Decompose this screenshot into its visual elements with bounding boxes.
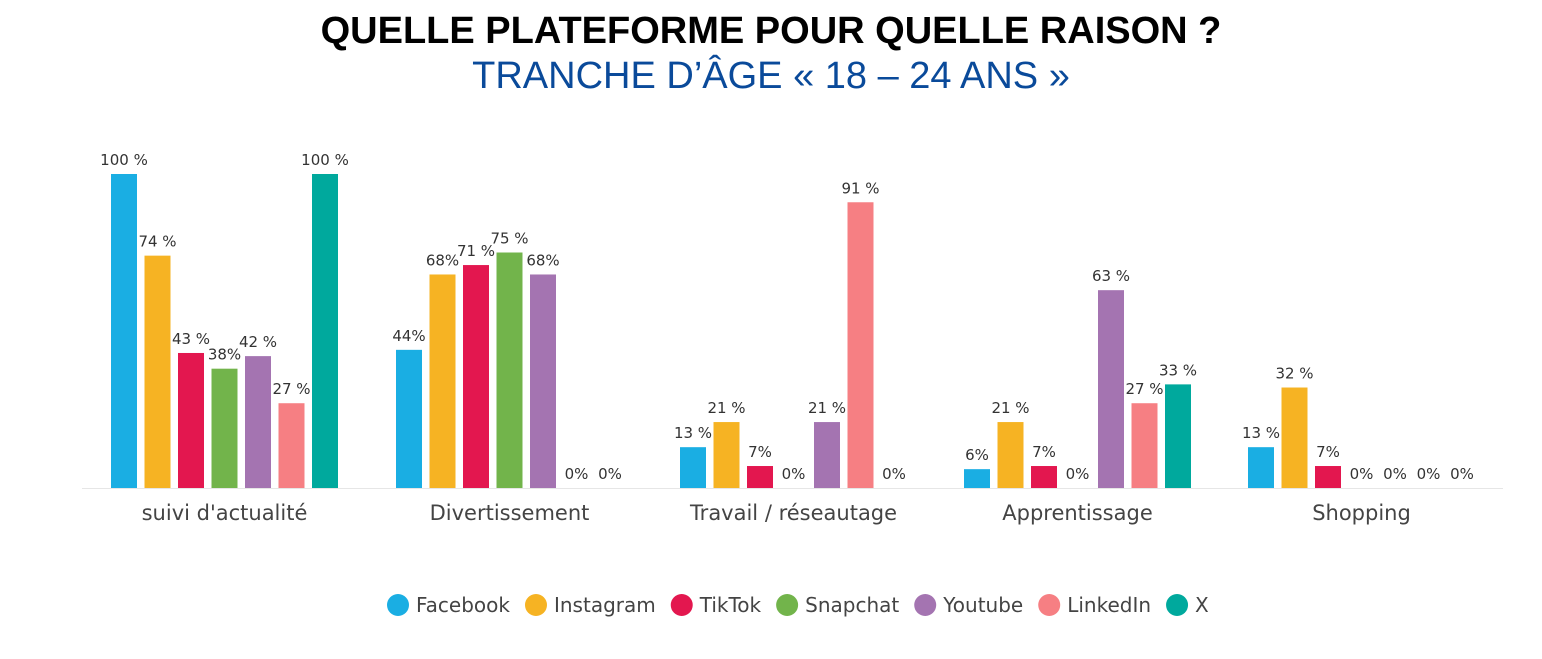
category-label-divertissement: Divertissement bbox=[430, 501, 590, 525]
value-label-snapchat-divertissement: 75 % bbox=[490, 230, 528, 248]
value-label-linkedin-apprentissage: 27 % bbox=[1125, 380, 1163, 398]
value-label-snapchat-apprentissage: 0% bbox=[1066, 465, 1090, 483]
bar-linkedin-apprentissage bbox=[1131, 403, 1158, 488]
legend-label-x: X bbox=[1195, 593, 1209, 617]
bar-instagram-apprentissage bbox=[997, 422, 1024, 488]
bar-facebook-shopping bbox=[1248, 447, 1274, 488]
bar-x-suivi-d-actualite bbox=[312, 174, 338, 488]
value-label-snapchat-suivi-d-actualite: 38% bbox=[208, 346, 241, 364]
legend-swatch-tiktok bbox=[670, 594, 693, 616]
value-label-tiktok-apprentissage: 7% bbox=[1032, 443, 1056, 461]
bar-linkedin-travail-reseautage bbox=[847, 202, 874, 488]
value-label-tiktok-travail-reseautage: 7% bbox=[748, 443, 772, 461]
category-label-suivi-d-actualite: suivi d'actualité bbox=[142, 501, 308, 525]
value-label-facebook-divertissement: 44% bbox=[392, 327, 425, 345]
value-label-linkedin-suivi-d-actualite: 27 % bbox=[272, 380, 310, 398]
value-label-youtube-divertissement: 68% bbox=[526, 251, 559, 269]
value-label-youtube-suivi-d-actualite: 42 % bbox=[239, 333, 277, 351]
legend-label-snapchat: Snapchat bbox=[805, 593, 899, 617]
bar-facebook-apprentissage bbox=[964, 469, 990, 488]
title-block: QUELLE PLATEFORME POUR QUELLE RAISON ? T… bbox=[0, 8, 1542, 98]
value-label-tiktok-divertissement: 71 % bbox=[457, 242, 495, 260]
bar-tiktok-suivi-d-actualite bbox=[178, 352, 204, 488]
legend-swatch-linkedin bbox=[1038, 594, 1061, 616]
legend-swatch-snapchat bbox=[776, 594, 799, 616]
category-label-travail-reseautage: Travail / réseautage bbox=[689, 501, 897, 525]
legend-swatch-instagram bbox=[524, 594, 547, 616]
bar-tiktok-shopping bbox=[1315, 466, 1341, 488]
category-label-apprentissage: Apprentissage bbox=[1002, 501, 1153, 525]
value-label-instagram-suivi-d-actualite: 74 % bbox=[138, 233, 176, 251]
bar-youtube-divertissement bbox=[530, 274, 556, 488]
bar-facebook-suivi-d-actualite bbox=[111, 174, 137, 488]
value-label-facebook-apprentissage: 6% bbox=[965, 446, 989, 464]
bar-tiktok-divertissement bbox=[463, 265, 489, 488]
value-label-tiktok-suivi-d-actualite: 43 % bbox=[172, 330, 210, 348]
legend-swatch-x bbox=[1166, 594, 1189, 616]
bar-tiktok-travail-reseautage bbox=[747, 466, 773, 488]
value-label-tiktok-shopping: 7% bbox=[1316, 443, 1340, 461]
legend-swatch-youtube bbox=[914, 594, 937, 616]
bar-facebook-divertissement bbox=[396, 349, 422, 488]
bar-instagram-divertissement bbox=[429, 274, 456, 488]
value-label-snapchat-travail-reseautage: 0% bbox=[782, 465, 806, 483]
legend-label-tiktok: TikTok bbox=[699, 593, 762, 617]
bar-facebook-travail-reseautage bbox=[680, 447, 706, 488]
value-label-facebook-shopping: 13 % bbox=[1242, 424, 1280, 442]
value-label-linkedin-shopping: 0% bbox=[1417, 465, 1441, 483]
chart-subtitle: TRANCHE D’ÂGE « 18 – 24 ANS » bbox=[472, 55, 1070, 97]
value-label-instagram-travail-reseautage: 21 % bbox=[707, 399, 745, 417]
legend-swatch-facebook bbox=[387, 594, 409, 616]
value-label-snapchat-shopping: 0% bbox=[1350, 465, 1374, 483]
bar-instagram-suivi-d-actualite bbox=[144, 255, 171, 488]
value-label-instagram-divertissement: 68% bbox=[426, 251, 459, 269]
value-label-x-travail-reseautage: 0% bbox=[882, 465, 906, 483]
value-label-instagram-apprentissage: 21 % bbox=[991, 399, 1029, 417]
bar-youtube-travail-reseautage bbox=[814, 422, 840, 488]
value-label-facebook-suivi-d-actualite: 100 % bbox=[100, 151, 148, 169]
value-label-x-divertissement: 0% bbox=[598, 465, 622, 483]
bar-snapchat-suivi-d-actualite bbox=[211, 368, 238, 488]
value-label-x-shopping: 0% bbox=[1450, 465, 1474, 483]
bar-instagram-shopping bbox=[1281, 387, 1308, 488]
value-label-youtube-shopping: 0% bbox=[1383, 465, 1407, 483]
bar-youtube-suivi-d-actualite bbox=[245, 356, 271, 488]
value-label-facebook-travail-reseautage: 13 % bbox=[674, 424, 712, 442]
legend-label-instagram: Instagram bbox=[554, 593, 656, 617]
legend-label-youtube: Youtube bbox=[942, 593, 1023, 617]
value-label-youtube-travail-reseautage: 21 % bbox=[808, 399, 846, 417]
bar-youtube-apprentissage bbox=[1098, 290, 1124, 488]
legend-label-facebook: Facebook bbox=[416, 593, 510, 617]
bar-x-apprentissage bbox=[1165, 384, 1191, 488]
legend-label-linkedin: LinkedIn bbox=[1067, 593, 1151, 617]
category-label-shopping: Shopping bbox=[1312, 501, 1411, 525]
bar-linkedin-suivi-d-actualite bbox=[278, 403, 305, 488]
value-label-x-apprentissage: 33 % bbox=[1159, 361, 1197, 379]
bar-snapchat-divertissement bbox=[496, 252, 523, 488]
chart-title: QUELLE PLATEFORME POUR QUELLE RAISON ? bbox=[320, 10, 1222, 52]
value-label-instagram-shopping: 32 % bbox=[1275, 365, 1313, 383]
value-label-linkedin-travail-reseautage: 91 % bbox=[841, 179, 879, 197]
value-label-linkedin-divertissement: 0% bbox=[565, 465, 589, 483]
bar-instagram-travail-reseautage bbox=[713, 422, 740, 488]
bar-tiktok-apprentissage bbox=[1031, 466, 1057, 488]
value-label-youtube-apprentissage: 63 % bbox=[1092, 267, 1130, 285]
value-label-x-suivi-d-actualite: 100 % bbox=[301, 151, 349, 169]
